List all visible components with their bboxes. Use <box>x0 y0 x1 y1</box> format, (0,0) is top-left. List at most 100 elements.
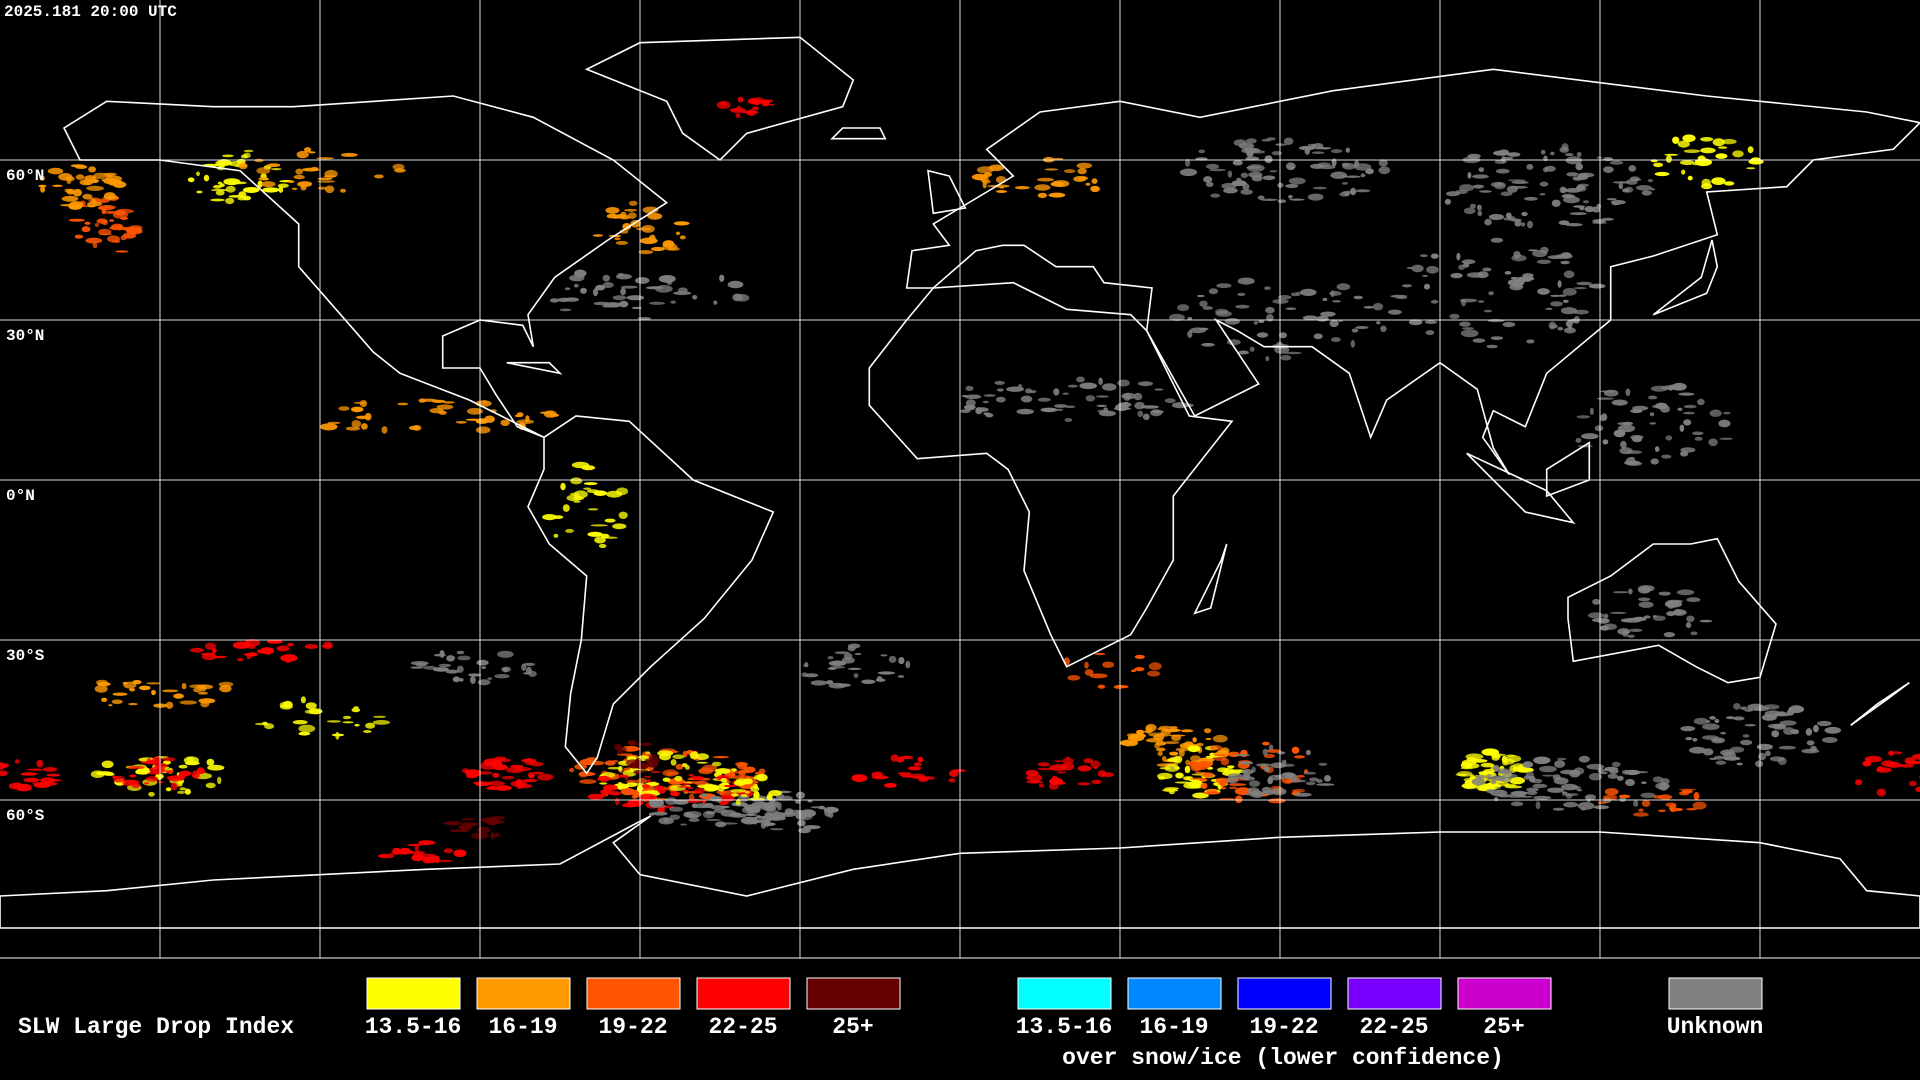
cloud-patch <box>108 704 113 707</box>
cloud-patch <box>243 149 254 153</box>
cloud-patch <box>1141 405 1159 409</box>
coastline <box>62 95 669 439</box>
cloud-patch <box>1246 166 1261 169</box>
cloud-patch <box>669 791 681 797</box>
cloud-patch <box>1360 173 1366 178</box>
cloud-patch <box>60 203 77 207</box>
cloud-patch <box>1549 294 1562 297</box>
cloud-patch <box>26 768 45 771</box>
cloud-patch <box>713 300 718 305</box>
cloud-patch <box>200 700 210 708</box>
cloud-patch <box>1493 181 1506 190</box>
cloud-patch <box>1593 805 1609 810</box>
cloud-patch <box>210 198 225 202</box>
cloud-patch <box>1881 760 1896 767</box>
cloud-patch <box>1120 742 1128 746</box>
cloud-patch <box>1459 184 1475 192</box>
cloud-patch <box>1053 388 1060 396</box>
cloud-patch <box>1697 398 1705 406</box>
cloud-patch <box>1758 752 1767 761</box>
cloud-patch <box>1720 731 1727 735</box>
cloud-patch <box>1641 781 1647 785</box>
cloud-patch <box>1767 723 1785 729</box>
cloud-patch <box>196 190 203 194</box>
cloud-patch <box>223 178 241 186</box>
cloud-patch <box>651 246 665 252</box>
cloud-patch <box>730 789 746 793</box>
cloud-patch <box>1303 771 1317 775</box>
cloud-patch <box>407 843 423 847</box>
cloud-patch <box>1915 786 1920 793</box>
cloud-patch <box>1611 761 1621 768</box>
cloud-patch <box>1533 795 1552 800</box>
cloud-patch <box>602 274 610 282</box>
cloud-patch <box>1036 177 1055 182</box>
cloud-patch <box>1353 160 1360 168</box>
cloud-patch <box>753 783 758 789</box>
cloud-patch <box>36 759 44 768</box>
cloud-patch <box>158 780 164 784</box>
cloud-patch <box>211 188 229 192</box>
cloud-patch <box>1055 408 1064 411</box>
cloud-patch <box>877 676 882 679</box>
cloud-patch <box>1241 769 1254 775</box>
cloud-patch <box>1227 765 1235 769</box>
cloud-patch <box>1157 772 1173 780</box>
cloud-patch <box>1051 775 1059 784</box>
cloud-patch <box>1481 748 1499 756</box>
cloud-patch <box>1465 753 1484 760</box>
cloud-patch <box>296 181 312 188</box>
cloud-patch <box>1783 727 1795 735</box>
cloud-patch <box>243 152 251 159</box>
cloud-patch <box>907 766 922 771</box>
cloud-patch <box>304 644 318 649</box>
cloud-patch <box>720 805 730 809</box>
cloud-patch <box>1665 435 1673 441</box>
cloud-patch <box>784 808 794 815</box>
cloud-patch <box>727 280 744 289</box>
cloud-patch <box>481 666 487 669</box>
cloud-patch <box>501 775 515 780</box>
cloud-patch <box>1547 787 1565 793</box>
cloud-patch <box>1091 779 1102 785</box>
cloud-patch <box>452 676 461 683</box>
cloud-patch <box>1240 776 1255 781</box>
cloud-patch <box>764 812 773 817</box>
cloud-patch <box>149 766 166 774</box>
cloud-patch <box>1264 155 1273 164</box>
cloud-patch <box>1329 319 1339 328</box>
cloud-patch <box>1160 729 1171 737</box>
cloud-patch <box>1184 765 1191 774</box>
cloud-patch <box>1472 174 1489 179</box>
cloud-patch <box>1201 772 1215 778</box>
cloud-patch <box>1237 277 1255 285</box>
cloud-patch <box>468 673 482 677</box>
cloud-patch <box>678 785 690 788</box>
cloud-patch <box>662 769 679 777</box>
cloud-patch <box>173 693 185 699</box>
cloud-patch <box>1293 755 1306 759</box>
cloud-patch <box>1077 782 1091 786</box>
cloud-patch <box>1209 752 1214 757</box>
cloud-patch <box>217 163 226 168</box>
cloud-patch <box>1037 762 1050 767</box>
cloud-patch <box>1244 147 1261 153</box>
cloud-patch <box>1887 751 1903 755</box>
cloud-patch <box>1482 267 1492 272</box>
cloud-patch <box>1048 192 1066 198</box>
cloud-patch <box>364 412 372 421</box>
cloud-patch <box>1674 611 1687 615</box>
cloud-patch <box>1647 178 1653 183</box>
cloud-patch <box>1908 780 1917 787</box>
cloud-patch <box>1201 342 1215 347</box>
cloud-patch <box>884 783 897 788</box>
cloud-patch <box>532 771 544 775</box>
cloud-patch <box>744 790 751 794</box>
cloud-patch <box>1316 779 1323 783</box>
cloud-patch <box>1320 311 1336 317</box>
cloud-patch <box>1262 175 1276 181</box>
cloud-patch <box>1475 774 1487 779</box>
cloud-patch <box>1515 279 1532 282</box>
cloud-patch <box>1240 172 1249 179</box>
cloud-patch <box>1725 716 1736 720</box>
